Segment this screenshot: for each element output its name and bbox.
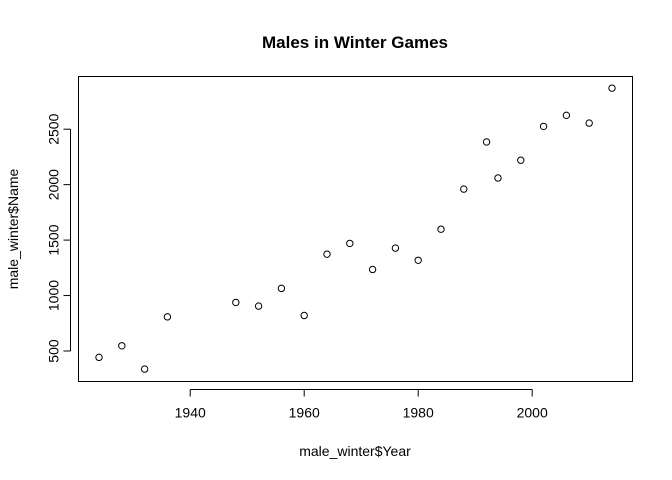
data-points — [95, 84, 616, 373]
y-axis-label: male_winter$Name — [5, 168, 21, 289]
data-point — [163, 313, 172, 321]
data-point — [118, 342, 126, 350]
plot-area — [78, 76, 633, 382]
x-tick-label: 1960 — [289, 405, 320, 421]
data-point — [460, 185, 468, 193]
data-point — [562, 111, 571, 120]
data-point — [232, 298, 240, 307]
x-tick-label: 1980 — [403, 405, 434, 421]
data-point — [608, 84, 616, 92]
data-point — [585, 119, 593, 127]
data-point — [277, 284, 286, 293]
y-tick-label: 2000 — [46, 169, 62, 200]
data-point — [323, 250, 331, 258]
y-tick-label: 500 — [46, 339, 62, 363]
y-tick-label: 1500 — [46, 224, 62, 255]
data-point — [140, 365, 149, 373]
data-point — [391, 244, 400, 252]
chart-title: Males in Winter Games — [262, 33, 448, 52]
data-point — [437, 225, 445, 233]
x-axis-label: male_winter$Year — [299, 443, 411, 459]
x-tick-label: 1940 — [175, 405, 206, 421]
data-point — [254, 302, 263, 310]
y-axis: 500 1000 1500 2000 2500 — [46, 113, 71, 363]
data-point — [482, 138, 491, 146]
data-point — [517, 156, 525, 164]
data-point — [494, 174, 502, 182]
data-point — [95, 353, 103, 362]
data-point — [346, 239, 354, 248]
data-point — [539, 122, 548, 131]
x-axis: 1940 1960 1980 2000 — [175, 389, 548, 421]
data-point — [368, 265, 377, 274]
data-point — [414, 256, 422, 264]
x-tick-label: 2000 — [517, 405, 548, 421]
y-tick-label: 2500 — [46, 113, 62, 144]
y-tick-label: 1000 — [46, 280, 62, 311]
data-point — [300, 311, 308, 320]
